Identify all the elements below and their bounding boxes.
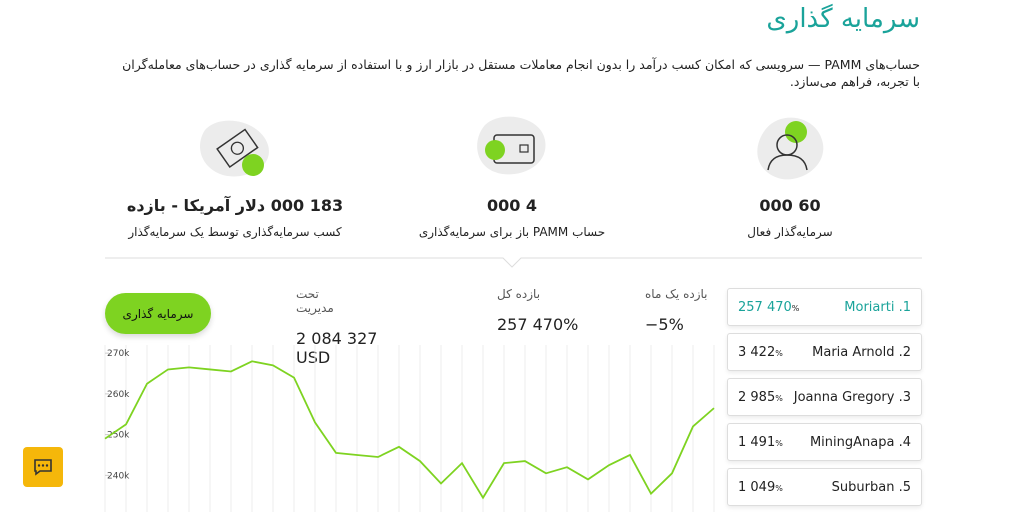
return-number: 1 049 bbox=[738, 479, 776, 495]
leaderboard-row[interactable]: 257 470% Moriarti .1 bbox=[727, 288, 922, 326]
return-number: 3 422 bbox=[738, 344, 776, 360]
trader: Maria Arnold .2 bbox=[812, 345, 911, 360]
return-number: 257 470 bbox=[738, 299, 792, 315]
leaderboard-row[interactable]: 2 985% Joanna Gregory .3 bbox=[727, 378, 922, 416]
chat-icon bbox=[34, 459, 52, 476]
summary-item: بازده یک ماه −5% bbox=[645, 287, 715, 334]
return-value: 1 491% bbox=[738, 435, 783, 450]
page-title: سرمایه گذاری bbox=[766, 4, 920, 34]
return-number: 2 985 bbox=[738, 389, 776, 405]
leaderboard-row[interactable]: 1 491% MiningAnapa .4 bbox=[727, 423, 922, 461]
y-tick-label: 270k bbox=[107, 349, 130, 359]
return-unit: % bbox=[775, 438, 783, 448]
return-value: 1 049% bbox=[738, 480, 783, 495]
summary-value: 257 470% bbox=[497, 315, 579, 334]
trader-name: Moriarti bbox=[844, 299, 895, 315]
return-value: 257 470% bbox=[738, 300, 799, 315]
description: حساب‌های PAMM — سرویسی که امکان کسب درآم… bbox=[122, 57, 920, 89]
summary-item: بازده کل 257 470% bbox=[497, 287, 587, 334]
stat: 4 000 حساب PAMM باز برای سرمایه‌گذاری bbox=[382, 196, 642, 239]
stat-label: کسب سرمایه‌گذاری توسط یک سرمایه‌گذار bbox=[128, 225, 342, 239]
trader-name: Joanna Gregory bbox=[793, 389, 895, 405]
stat-icons bbox=[200, 116, 824, 180]
trader: Joanna Gregory .3 bbox=[794, 390, 911, 405]
stat-label: حساب PAMM باز برای سرمایه‌گذاری bbox=[418, 225, 606, 239]
leaderboard-row[interactable]: 3 422% Maria Arnold .2 bbox=[727, 333, 922, 371]
trader-rank: .2 bbox=[898, 344, 911, 360]
trader-name: Maria Arnold bbox=[812, 344, 895, 360]
trader-rank: .1 bbox=[898, 299, 911, 315]
trader: Moriarti .1 bbox=[844, 300, 911, 315]
trader-name: Suburban bbox=[831, 479, 895, 495]
summary-item: تحت مدیریت 2 084 327 USD bbox=[296, 287, 416, 367]
return-unit: % bbox=[775, 393, 783, 403]
line-chart: 240k 250k 260k 270k bbox=[104, 345, 715, 512]
y-tick-label: 260k bbox=[107, 390, 130, 400]
y-tick-label: 240k bbox=[107, 471, 130, 481]
return-unit: % bbox=[791, 303, 800, 313]
summary-label: تحت مدیریت bbox=[296, 287, 334, 315]
trader-name: MiningAnapa bbox=[809, 434, 895, 450]
summary-value: −5% bbox=[645, 315, 684, 334]
data-line bbox=[104, 360, 715, 500]
summary-value: 2 084 327 USD bbox=[296, 329, 378, 367]
stat-value: 4 000 bbox=[486, 196, 538, 215]
invest-button[interactable]: سرمایه گذاری bbox=[105, 293, 211, 334]
return-unit: % bbox=[775, 348, 783, 358]
stat: 60 000 سرمایه‌گذار فعال bbox=[660, 196, 920, 239]
stat-label: سرمایه‌گذار فعال bbox=[747, 225, 833, 239]
divider bbox=[105, 257, 922, 268]
stat-value: 183 000 دلار آمریکا - بازده bbox=[126, 196, 344, 215]
return-unit: % bbox=[775, 483, 783, 493]
stat-value: 60 000 bbox=[759, 196, 821, 215]
trader: Suburban .5 bbox=[832, 480, 911, 495]
return-value: 3 422% bbox=[738, 345, 783, 360]
return-value: 2 985% bbox=[738, 390, 783, 405]
chat-button[interactable] bbox=[23, 447, 63, 487]
y-tick-label: 250k bbox=[107, 431, 130, 441]
stat: 183 000 دلار آمریکا - بازده کسب سرمایه‌گذ… bbox=[105, 196, 365, 239]
return-number: 1 491 bbox=[738, 434, 776, 450]
summary-label: بازده یک ماه bbox=[645, 287, 708, 301]
trader-rank: .3 bbox=[898, 389, 911, 405]
trader-rank: .5 bbox=[898, 479, 911, 495]
trader: MiningAnapa .4 bbox=[810, 435, 911, 450]
summary-label: بازده کل bbox=[497, 287, 541, 301]
leaderboard-row[interactable]: 1 049% Suburban .5 bbox=[727, 468, 922, 506]
trader-rank: .4 bbox=[898, 434, 911, 450]
